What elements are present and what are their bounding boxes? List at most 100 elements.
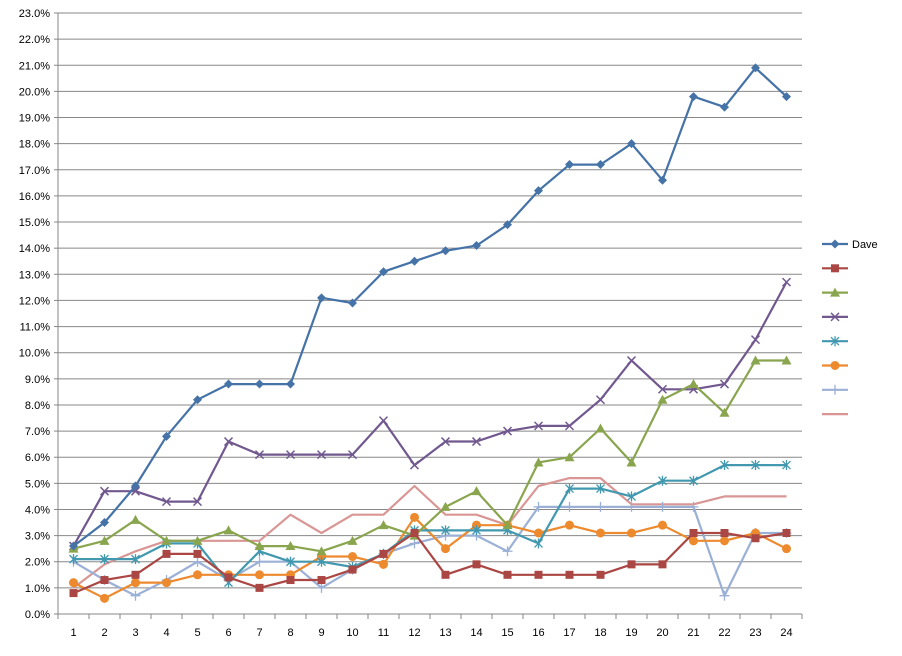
data-point bbox=[193, 549, 202, 558]
data-point bbox=[440, 437, 451, 447]
data-point bbox=[658, 175, 667, 185]
x-tick-label: 10 bbox=[346, 627, 358, 639]
x-tick-label: 2 bbox=[101, 627, 107, 639]
series-line bbox=[73, 516, 787, 600]
data-point bbox=[223, 437, 234, 447]
series-line bbox=[73, 359, 787, 553]
x-tick-label: 1 bbox=[70, 627, 76, 639]
y-tick-label: 15.0% bbox=[19, 217, 50, 229]
data-point bbox=[472, 525, 481, 536]
y-tick-label: 20.0% bbox=[19, 86, 50, 98]
x-tick-label: 18 bbox=[594, 627, 606, 639]
data-point bbox=[503, 570, 512, 579]
y-tick-label: 5.0% bbox=[25, 478, 50, 490]
data-point bbox=[379, 559, 388, 569]
data-point bbox=[503, 220, 512, 230]
series-6 bbox=[69, 512, 791, 603]
data-point bbox=[782, 460, 791, 471]
data-point bbox=[69, 541, 78, 551]
data-point bbox=[441, 570, 450, 579]
legend-label: Dave bbox=[852, 239, 878, 251]
data-point bbox=[751, 63, 760, 73]
series-line bbox=[72, 66, 788, 547]
data-point bbox=[781, 355, 792, 365]
x-tick-label: 7 bbox=[256, 627, 262, 639]
y-tick-label: 9.0% bbox=[25, 374, 50, 386]
data-point bbox=[657, 384, 668, 394]
data-point bbox=[751, 534, 760, 543]
y-tick-label: 21.0% bbox=[19, 60, 50, 72]
data-point bbox=[595, 423, 606, 433]
legend-entry bbox=[822, 361, 848, 370]
data-point bbox=[782, 528, 791, 537]
data-point bbox=[69, 589, 78, 598]
x-axis: 1 2 3 4 5 6 7 8 9 10 11 12 13 14 15 16 17 18 19 20 21 22 23 24 bbox=[57, 613, 803, 639]
data-point bbox=[658, 520, 667, 530]
data-point bbox=[830, 239, 840, 249]
data-point bbox=[626, 501, 637, 512]
data-point bbox=[565, 483, 574, 494]
x-tick-label: 9 bbox=[318, 627, 324, 639]
data-point bbox=[100, 593, 109, 603]
data-point bbox=[689, 475, 698, 486]
data-point bbox=[131, 578, 140, 588]
data-point bbox=[131, 481, 140, 491]
series-3 bbox=[68, 355, 792, 556]
series-2 bbox=[69, 528, 791, 598]
y-tick-label: 22.0% bbox=[19, 34, 50, 46]
data-point bbox=[719, 407, 730, 417]
data-point bbox=[750, 335, 761, 345]
data-point bbox=[192, 535, 203, 545]
series-line bbox=[73, 464, 787, 584]
data-point bbox=[378, 416, 389, 426]
data-point bbox=[720, 102, 729, 112]
x-tick-label: 19 bbox=[625, 627, 637, 639]
legend-entry bbox=[822, 287, 848, 297]
data-point bbox=[688, 379, 699, 389]
data-point bbox=[689, 528, 698, 537]
y-tick-label: 4.0% bbox=[25, 504, 50, 516]
series-line bbox=[73, 531, 787, 595]
data-point bbox=[99, 486, 110, 496]
data-point bbox=[533, 457, 544, 467]
legend-entry bbox=[822, 312, 848, 322]
data-point bbox=[223, 525, 234, 535]
data-point bbox=[224, 573, 233, 582]
data-point bbox=[161, 497, 172, 507]
x-tick-label: 5 bbox=[194, 627, 200, 639]
data-point bbox=[254, 556, 265, 567]
data-point bbox=[69, 578, 78, 588]
y-tick-label: 16.0% bbox=[19, 191, 50, 203]
data-point bbox=[720, 528, 729, 537]
data-point bbox=[162, 549, 171, 558]
data-point bbox=[534, 186, 543, 196]
data-point bbox=[161, 535, 172, 545]
data-point bbox=[409, 460, 420, 470]
data-point bbox=[689, 536, 698, 546]
data-point bbox=[689, 92, 698, 102]
data-point bbox=[658, 560, 667, 569]
data-point bbox=[534, 528, 543, 538]
data-point bbox=[596, 528, 605, 538]
data-point bbox=[781, 277, 792, 287]
data-point bbox=[782, 544, 791, 554]
data-point bbox=[286, 576, 295, 585]
data-point bbox=[657, 394, 668, 404]
x-tick-label: 3 bbox=[132, 627, 138, 639]
y-tick-label: 14.0% bbox=[19, 243, 50, 255]
data-point bbox=[317, 556, 326, 567]
data-point bbox=[224, 379, 233, 389]
series-line bbox=[72, 281, 788, 547]
data-point bbox=[100, 518, 109, 528]
data-point bbox=[564, 501, 575, 512]
data-point bbox=[193, 395, 202, 405]
data-point bbox=[565, 570, 574, 579]
data-point bbox=[316, 582, 327, 593]
y-tick-label: 23.0% bbox=[19, 8, 50, 20]
series-7 bbox=[68, 501, 792, 601]
data-point bbox=[720, 460, 729, 471]
data-point bbox=[534, 538, 543, 549]
x-tick-label: 4 bbox=[163, 627, 169, 639]
x-tick-label: 24 bbox=[780, 627, 792, 639]
